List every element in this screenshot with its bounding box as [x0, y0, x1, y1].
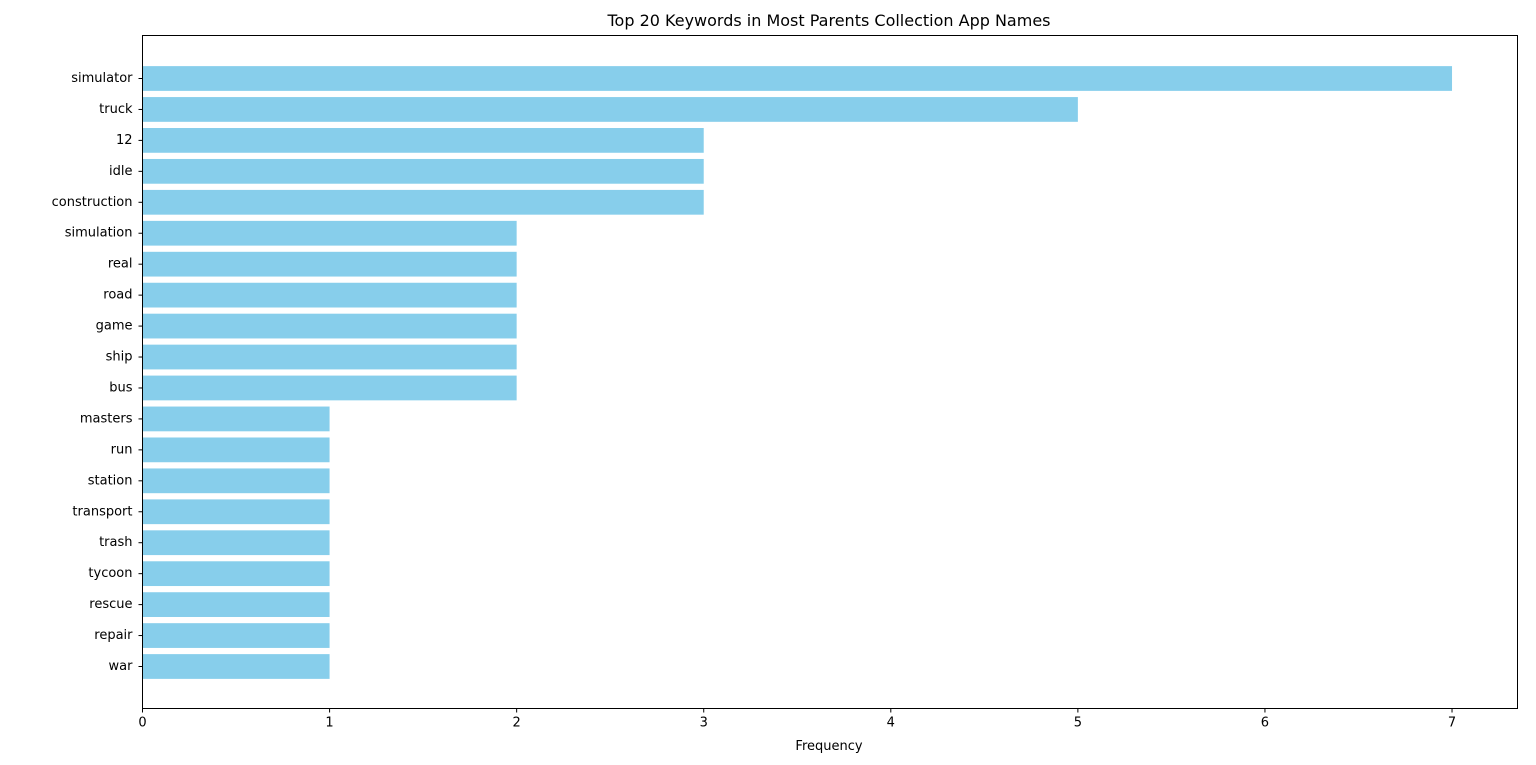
bar-real — [142, 251, 517, 277]
x-ticks-group: 0 1 2 3 4 5 6 7 — [138, 708, 1456, 731]
y-tick-label: truck — [99, 102, 133, 117]
bar-rescue — [142, 592, 330, 617]
y-tick-label: ship — [106, 350, 133, 365]
plot-frame — [142, 35, 1518, 709]
x-tick-label: 4 — [887, 716, 895, 731]
x-tick-label: 2 — [513, 716, 521, 731]
x-tick-label: 0 — [138, 716, 146, 731]
y-tick-label: simulator — [71, 71, 133, 86]
x-axis-label: Frequency — [795, 739, 862, 754]
y-tick-label: 12 — [116, 133, 133, 148]
x-tick-label: 3 — [700, 716, 708, 731]
y-tick-label: tycoon — [88, 566, 132, 581]
bar-12 — [142, 128, 704, 153]
x-tick-label: 5 — [1074, 716, 1082, 731]
bar-war — [142, 654, 330, 679]
x-tick-label: 6 — [1261, 716, 1269, 731]
bar-simulation — [142, 220, 517, 246]
bar-transport — [142, 499, 330, 525]
y-tick-label: war — [109, 659, 134, 674]
y-tick-label: rescue — [89, 597, 132, 612]
bar-truck — [142, 97, 1078, 122]
bar-run — [142, 437, 330, 463]
bar-masters — [142, 406, 330, 432]
bar-ship — [142, 344, 517, 370]
y-tick-label: construction — [52, 195, 133, 210]
bar-bus — [142, 375, 517, 401]
bars-group — [142, 66, 1453, 679]
y-tick-label: bus — [109, 380, 132, 395]
bar-simulator — [142, 66, 1453, 91]
y-tick-label: simulation — [65, 226, 133, 241]
y-tick-label: road — [103, 288, 132, 303]
y-tick-label: real — [108, 257, 133, 272]
y-tick-label: station — [88, 473, 133, 488]
bar-game — [142, 313, 517, 339]
y-tick-label: game — [96, 319, 133, 334]
y-tick-label: idle — [109, 164, 132, 179]
bar-road — [142, 282, 517, 308]
chart-title: Top 20 Keywords in Most Parents Collecti… — [607, 11, 1051, 30]
y-tick-label: run — [111, 442, 133, 457]
bar-idle — [142, 158, 704, 184]
bar-station — [142, 468, 330, 494]
bar-tycoon — [142, 561, 330, 587]
bar-trash — [142, 530, 330, 556]
x-tick-label: 1 — [325, 716, 333, 731]
x-tick-label: 7 — [1448, 716, 1456, 731]
y-tick-label: transport — [72, 504, 132, 519]
bar-repair — [142, 623, 330, 648]
y-tick-label: trash — [99, 535, 132, 550]
y-tick-label: repair — [94, 628, 133, 643]
y-tick-label: masters — [80, 411, 133, 426]
bar-construction — [142, 189, 704, 215]
y-ticks-group: simulator truck 12 idle construction simulati… — [52, 71, 143, 674]
